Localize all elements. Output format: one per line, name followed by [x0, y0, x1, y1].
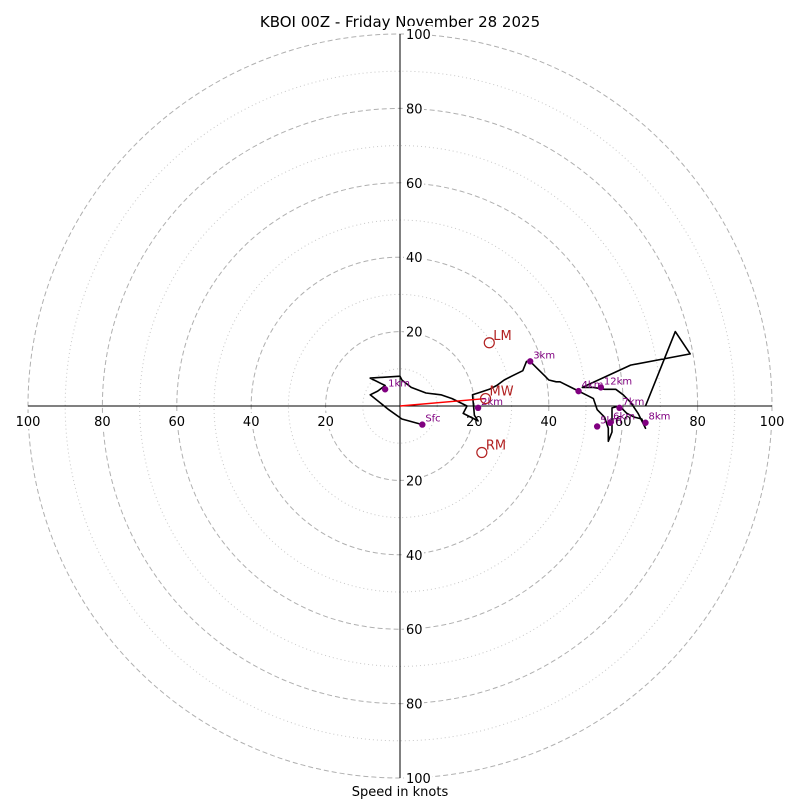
x-tick-label: 40 — [541, 415, 558, 430]
y-tick-bg — [404, 770, 432, 786]
height-label-4km: 4km — [582, 380, 604, 391]
height-marker-5km — [593, 423, 601, 430]
y-tick-label: 80 — [406, 698, 423, 713]
y-tick-bg — [404, 472, 424, 489]
x-tick-label: 80 — [689, 415, 706, 430]
y-tick-bg — [404, 100, 424, 117]
y-tick-bg — [404, 174, 424, 191]
hodograph-trace — [369, 330, 692, 443]
height-label-7km: 7km — [622, 397, 644, 408]
height-marker-sfc — [419, 421, 426, 428]
mean-wind-vector — [399, 397, 486, 407]
chart-title: KBOI 00Z - Friday November 28 2025 — [260, 13, 540, 31]
y-tick-bg — [404, 323, 424, 340]
x-tick-label: 60 — [169, 415, 186, 430]
height-label-12km: 12km — [604, 376, 632, 387]
y-tick-bg — [404, 695, 424, 712]
x-axis-label: Speed in knots — [352, 785, 449, 800]
y-tick-bg — [404, 249, 424, 266]
height-label-1km: 1km — [388, 378, 410, 389]
y-tick-label: 100 — [406, 28, 431, 43]
x-tick-label: 100 — [16, 415, 41, 430]
y-tick-label: 60 — [406, 177, 423, 192]
height-marker-6km — [606, 419, 614, 426]
x-tick-bg — [687, 413, 708, 429]
height-marker-1km — [381, 386, 389, 393]
motion-label-mw: MW — [490, 385, 514, 400]
height-marker-3km — [527, 358, 534, 365]
height-marker-4km — [575, 387, 582, 395]
y-tick-bg — [404, 26, 432, 42]
motion-label-rm: RM — [486, 439, 506, 454]
mean-wind-vector-group — [399, 397, 486, 407]
x-tick-label: 20 — [466, 415, 483, 430]
x-tick-label: 20 — [317, 415, 334, 430]
height-label-sfc: Sfc — [425, 414, 440, 425]
y-tick-label: 20 — [406, 474, 423, 489]
y-tick-label: 40 — [406, 549, 423, 564]
height-marker-7km — [616, 404, 623, 412]
x-tick-labels: 100 80 60 40 20 20 40 60 80 100 — [14, 413, 786, 430]
x-tick-bg — [315, 413, 336, 429]
hodograph-trace-group — [369, 330, 692, 443]
motion-label-lm: LM — [493, 329, 511, 344]
x-tick-bg — [166, 413, 187, 429]
y-tick-label: 80 — [406, 102, 423, 117]
height-label-8km: 8km — [649, 412, 671, 423]
height-label-3km: 3km — [533, 350, 555, 361]
motion-marker-mw — [479, 392, 492, 405]
height-markers: Sfc1km2km3km4km5km6km7km8km12km — [381, 350, 671, 430]
x-tick-bg — [758, 413, 786, 429]
y-tick-labels: 100 80 60 40 20 20 40 60 80 100 — [404, 26, 432, 787]
y-tick-label: 40 — [406, 251, 423, 266]
y-tick-label: 100 — [406, 772, 431, 787]
y-tick-bg — [404, 546, 424, 563]
x-tick-bg — [241, 413, 262, 429]
y-tick-label: 20 — [406, 326, 423, 341]
x-tick-label: 80 — [94, 415, 111, 430]
x-tick-label: 60 — [615, 415, 632, 430]
y-tick-label: 60 — [406, 623, 423, 638]
height-marker-12km — [597, 384, 605, 391]
x-tick-bg — [14, 413, 42, 429]
x-tick-label: 40 — [243, 415, 260, 430]
height-marker-8km — [642, 419, 649, 426]
x-tick-bg — [538, 413, 559, 429]
height-label-6km: 6km — [613, 412, 635, 423]
y-tick-bg — [404, 621, 424, 638]
motion-marker-rm — [476, 446, 488, 459]
height-marker-2km — [474, 404, 482, 412]
x-tick-bg — [613, 413, 634, 429]
motion-marker-lm — [483, 337, 495, 349]
storm-motion-markers: LM MW RM — [476, 329, 514, 459]
x-tick-label: 100 — [760, 415, 785, 430]
x-tick-bg — [92, 413, 113, 429]
height-label-2km: 2km — [481, 397, 503, 408]
